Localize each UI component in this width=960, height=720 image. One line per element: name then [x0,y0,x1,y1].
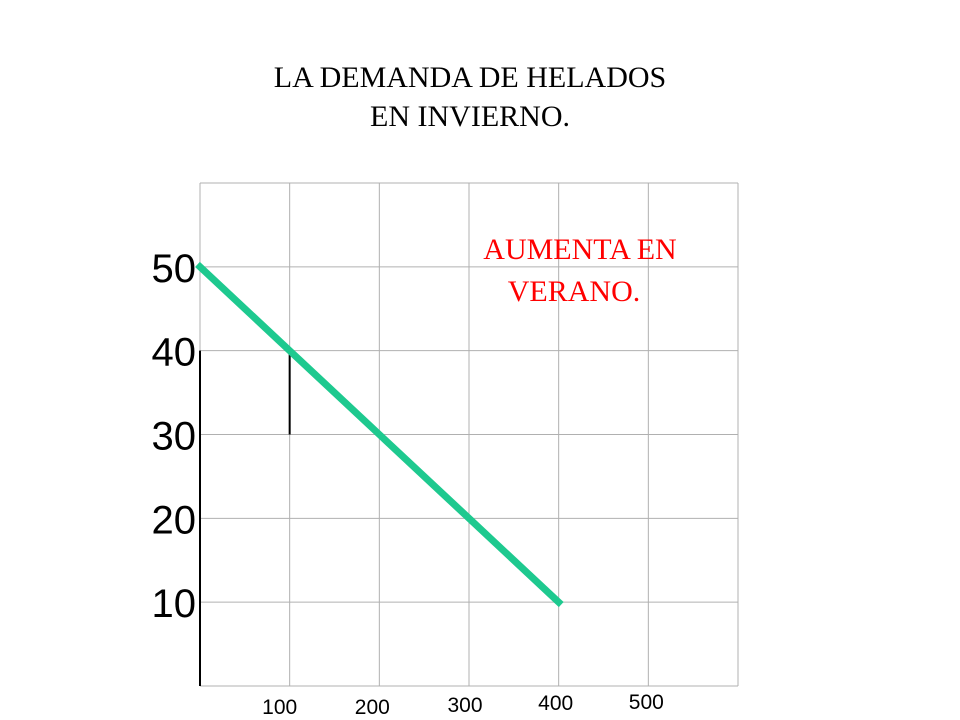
y-tick-label: 20 [152,498,197,542]
demand-line [195,261,564,608]
chart-title-line-1: LA DEMANDA DE HELADOS [273,61,667,94]
chart-title-line-2: EN INVIERNO. [370,100,570,133]
annotation-line-2: VERANO. [507,275,641,308]
y-tick-label: 30 [152,415,197,459]
series-layer [195,261,564,608]
x-tick-label: 200 [355,696,390,719]
y-tick-labels: 50 40 30 20 10 [152,247,197,626]
x-tick-label: 400 [538,692,573,715]
y-tick-label: 10 [152,582,197,626]
x-tick-labels: 100 200 300 400 500 [262,691,664,719]
x-tick-label: 100 [262,696,297,719]
annotation-line-1: AUMENTA EN [483,233,677,266]
x-tick-label: 500 [629,691,664,714]
y-tick-label: 50 [152,247,197,291]
y-tick-label: 40 [152,331,197,375]
x-tick-label: 300 [447,694,482,717]
